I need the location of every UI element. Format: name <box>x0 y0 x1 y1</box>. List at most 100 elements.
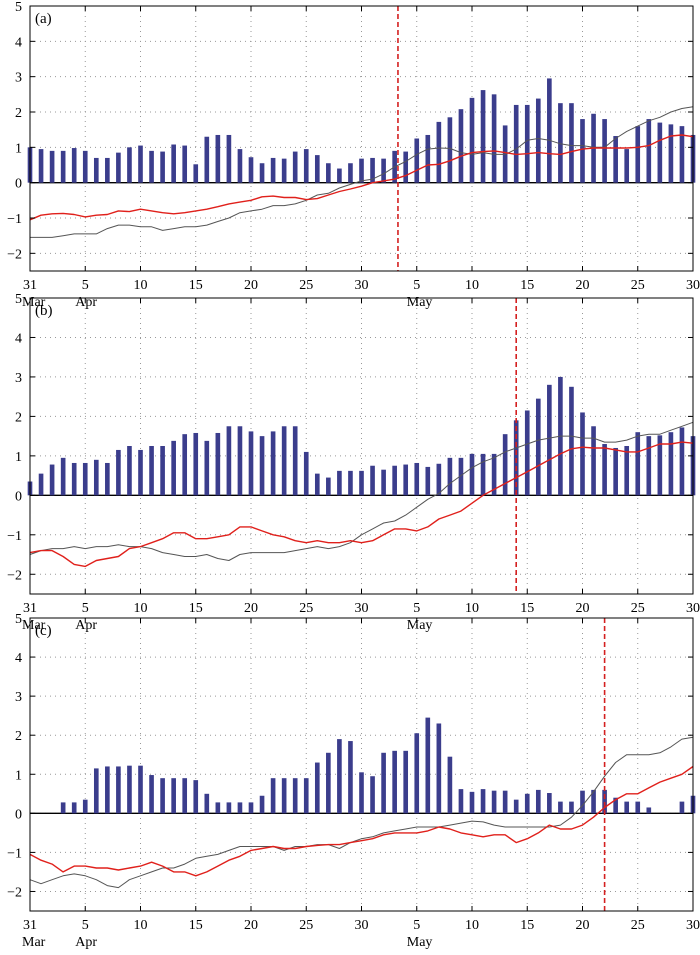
bar <box>403 464 409 496</box>
bar <box>326 477 331 496</box>
x-tick-label: 15 <box>520 601 534 616</box>
bar <box>569 386 574 496</box>
x-tick-label: 20 <box>244 601 258 616</box>
y-tick-label: −1 <box>7 212 22 227</box>
bar <box>226 134 232 183</box>
x-tick-label: 25 <box>631 278 645 293</box>
bar <box>314 473 320 496</box>
bar <box>425 466 431 496</box>
bar <box>259 795 265 814</box>
month-label: May <box>407 618 433 633</box>
y-tick-label: 5 <box>15 0 22 15</box>
y-tick-label: 4 <box>15 651 22 666</box>
bar <box>292 426 298 496</box>
bar <box>226 426 232 496</box>
bar <box>127 765 132 814</box>
bar <box>370 465 375 496</box>
bar <box>215 802 221 814</box>
x-tick-label: 30 <box>686 601 700 616</box>
x-tick-label: 15 <box>520 278 534 293</box>
bar <box>326 752 331 814</box>
month-label: May <box>407 295 433 310</box>
bar <box>458 109 464 183</box>
x-tick-label: 25 <box>631 601 645 616</box>
x-tick-label: 10 <box>465 918 479 933</box>
bar <box>370 776 375 814</box>
bar <box>679 801 685 814</box>
bar <box>558 103 563 183</box>
bar <box>580 119 585 183</box>
bar <box>270 431 276 496</box>
bar <box>569 801 574 814</box>
bar <box>491 94 497 183</box>
bar <box>193 780 199 814</box>
bar <box>513 104 519 183</box>
x-tick-label: 20 <box>244 278 258 293</box>
y-tick-label: 4 <box>15 331 22 346</box>
bar <box>381 158 386 183</box>
x-tick-label: 30 <box>355 918 369 933</box>
bar <box>281 778 287 814</box>
y-tick-label: 3 <box>15 371 22 386</box>
bar <box>82 799 88 814</box>
panel-label: (b) <box>35 303 53 319</box>
y-tick-label: −2 <box>7 885 22 900</box>
bar <box>624 149 630 183</box>
bar <box>635 126 641 183</box>
bar <box>248 431 254 496</box>
bar <box>182 434 188 496</box>
bar <box>635 432 641 496</box>
x-tick-label: 10 <box>134 278 148 293</box>
series-line-red <box>29 134 694 221</box>
y-tick-label: 4 <box>15 35 22 50</box>
bar <box>270 157 276 183</box>
y-tick-label: 0 <box>15 489 22 504</box>
x-tick-label: 30 <box>355 278 369 293</box>
bar <box>182 145 188 183</box>
bar <box>93 459 99 496</box>
bar <box>602 119 607 183</box>
bar <box>237 149 243 183</box>
bar <box>447 117 453 183</box>
x-tick-label: 25 <box>631 918 645 933</box>
bar <box>524 104 530 183</box>
bar <box>160 778 165 814</box>
bar <box>381 752 386 814</box>
bar <box>127 147 132 183</box>
series-line-gray <box>30 106 694 238</box>
y-tick-label: −1 <box>7 846 22 861</box>
x-tick-label: 25 <box>299 918 313 933</box>
month-label: Apr <box>75 295 97 310</box>
bar <box>403 151 409 183</box>
x-tick-label: 5 <box>413 278 420 293</box>
y-tick-label: 2 <box>15 106 22 121</box>
bar <box>602 444 607 496</box>
bar <box>480 90 486 183</box>
bar <box>49 464 55 496</box>
bar <box>337 168 342 183</box>
bar <box>591 426 596 496</box>
bar <box>171 778 176 814</box>
bar <box>502 434 508 496</box>
bar <box>635 801 641 814</box>
bar <box>215 432 221 496</box>
bar <box>171 144 176 183</box>
bar <box>580 790 585 814</box>
y-tick-label: 2 <box>15 729 22 744</box>
y-tick-label: −2 <box>7 247 22 262</box>
bar <box>348 470 353 496</box>
panel-c: −2 −1 0 1 2 3 4 5 31 5 10 15 20 25 30 5 10 15 20 25 30 Mar Apr… <box>7 612 700 950</box>
bar <box>337 470 342 496</box>
bar <box>381 469 386 496</box>
bar <box>138 449 143 496</box>
bar <box>657 435 663 496</box>
bar <box>116 152 121 183</box>
bar <box>392 750 397 814</box>
bar <box>359 772 364 814</box>
bar <box>602 789 607 814</box>
x-tick-label: 5 <box>82 601 89 616</box>
month-label: Mar <box>22 295 46 310</box>
month-label: Mar <box>22 618 46 633</box>
